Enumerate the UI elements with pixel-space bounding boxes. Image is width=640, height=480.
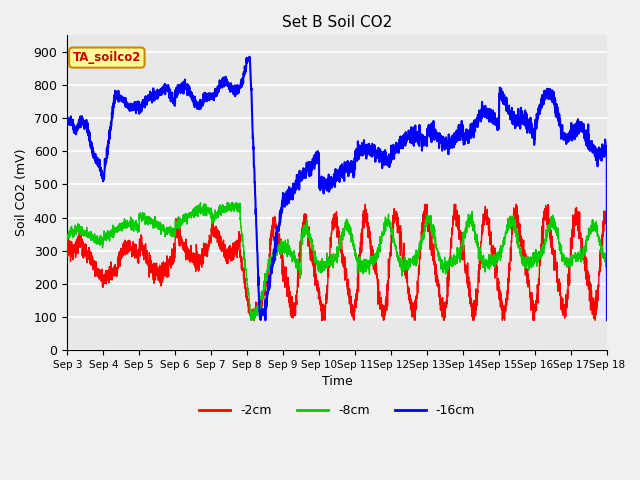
Y-axis label: Soil CO2 (mV): Soil CO2 (mV) xyxy=(15,149,28,237)
X-axis label: Time: Time xyxy=(322,375,353,388)
Legend: -2cm, -8cm, -16cm: -2cm, -8cm, -16cm xyxy=(194,399,480,422)
Text: TA_soilco2: TA_soilco2 xyxy=(73,51,141,64)
Title: Set B Soil CO2: Set B Soil CO2 xyxy=(282,15,392,30)
